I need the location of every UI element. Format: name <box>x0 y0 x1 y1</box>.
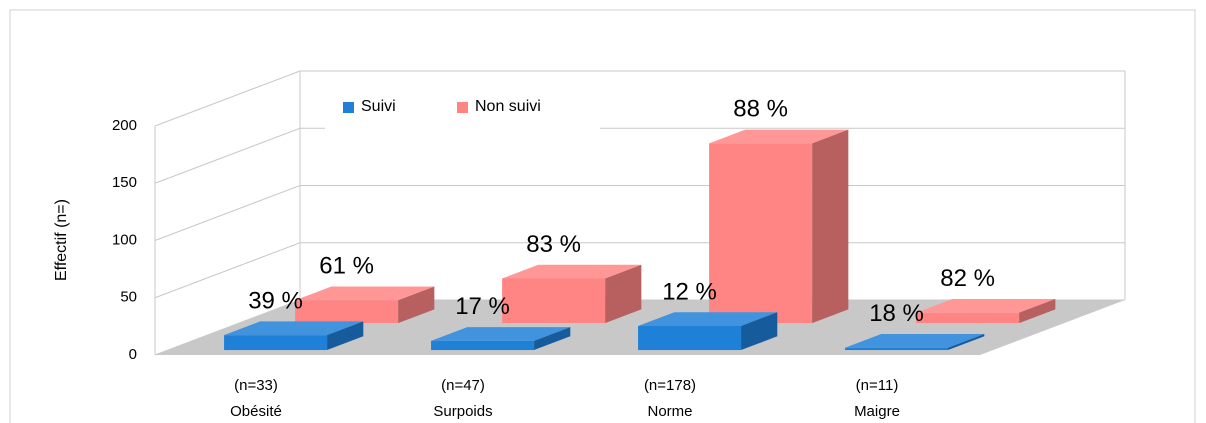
y-tick-label: 50 <box>120 289 137 306</box>
bar-top <box>845 334 985 348</box>
data-label: 88 % <box>733 96 788 123</box>
bar <box>709 143 813 324</box>
legend-label: Suivi <box>361 98 396 115</box>
legend-swatch <box>343 102 354 113</box>
data-label: 18 % <box>869 300 924 327</box>
bar-top <box>709 129 849 144</box>
x-tick-note: (n=178) <box>644 377 696 394</box>
x-tick-note: (n=47) <box>441 377 485 394</box>
x-tick-note: (n=11) <box>856 377 899 394</box>
x-tick-label: Norme <box>647 403 692 420</box>
bar-side <box>534 327 571 351</box>
y-tick-label: 150 <box>112 174 137 191</box>
bar-top <box>638 312 778 327</box>
bar-side <box>398 286 435 324</box>
x-tick-label: Maigre <box>854 403 900 420</box>
bar <box>845 347 949 351</box>
x-tick-label: Surpoids <box>433 403 492 420</box>
data-label: 82 % <box>940 265 995 292</box>
bar <box>638 326 742 351</box>
y-tick-label: 100 <box>112 231 137 248</box>
bar <box>431 340 535 351</box>
grid-line <box>154 70 1125 127</box>
bar <box>502 278 606 324</box>
bar-side <box>741 312 778 351</box>
y-tick-label: 200 <box>112 117 137 134</box>
y-axis-label: Effectif (n=) <box>53 199 70 281</box>
y-tick-label: 0 <box>129 346 137 363</box>
x-tick-label: Obésité <box>230 403 282 420</box>
bar-side <box>948 334 985 351</box>
bar-top <box>431 327 571 341</box>
grid-line <box>154 242 1125 299</box>
grid-line <box>154 127 1125 184</box>
grid-line <box>154 185 1125 241</box>
bar-top <box>224 321 364 336</box>
bar <box>916 312 1020 324</box>
data-label: 17 % <box>455 293 510 320</box>
bar-side <box>605 264 642 324</box>
data-label: 39 % <box>248 288 303 315</box>
bar <box>224 335 328 351</box>
bar-top <box>916 299 1056 313</box>
bar-side <box>812 129 849 324</box>
data-label: 12 % <box>662 278 717 305</box>
bar-top <box>295 286 435 301</box>
data-label: 83 % <box>526 231 581 258</box>
bar-side <box>327 321 364 351</box>
bar-top <box>502 264 642 279</box>
bar <box>295 300 399 324</box>
bar-side <box>1019 299 1056 324</box>
legend-label: Non suivi <box>475 98 541 115</box>
data-label: 61 % <box>319 253 374 280</box>
x-tick-note: (n=33) <box>234 377 278 394</box>
frame <box>9 9 1196 423</box>
legend-swatch <box>457 102 468 113</box>
